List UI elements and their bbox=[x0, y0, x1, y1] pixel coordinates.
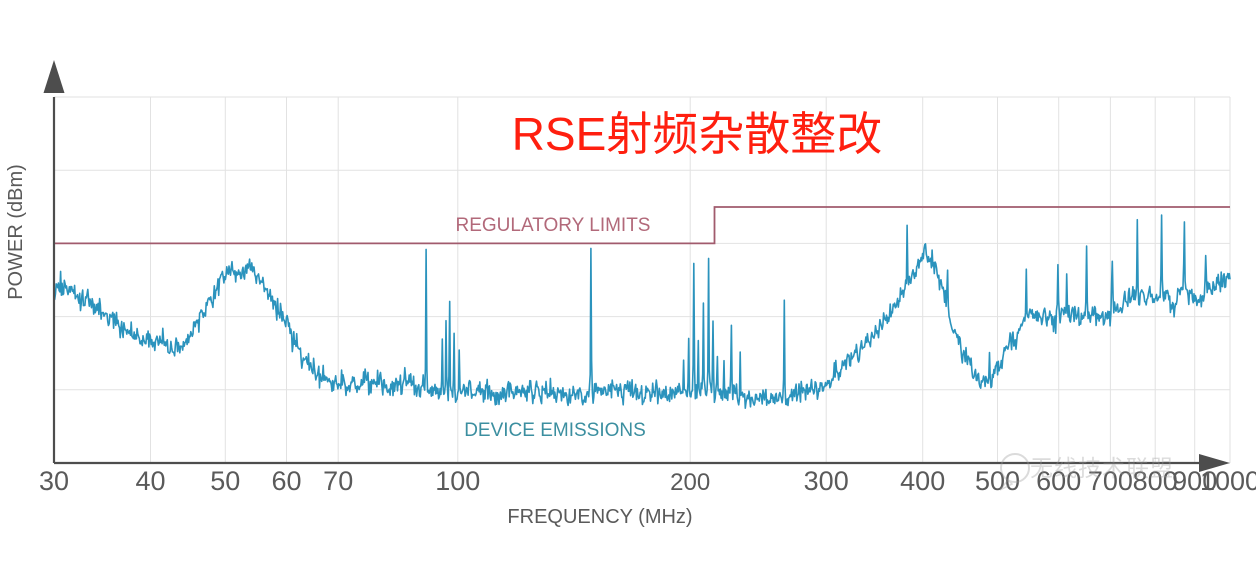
svg-text:400: 400 bbox=[900, 466, 945, 496]
svg-text:RSE射频杂散整改: RSE射频杂散整改 bbox=[512, 108, 883, 160]
svg-text:300: 300 bbox=[804, 466, 849, 496]
svg-text:200: 200 bbox=[670, 469, 710, 496]
svg-text:1000: 1000 bbox=[1200, 466, 1256, 496]
svg-text:REGULATORY LIMITS: REGULATORY LIMITS bbox=[456, 215, 651, 236]
svg-text:70: 70 bbox=[323, 466, 353, 496]
svg-text:50: 50 bbox=[210, 466, 240, 496]
svg-text:无线技术联盟: 无线技术联盟 bbox=[1030, 455, 1174, 481]
svg-text:40: 40 bbox=[135, 466, 165, 496]
svg-text:POWER (dBm): POWER (dBm) bbox=[5, 164, 27, 300]
svg-text:DEVICE EMISSIONS: DEVICE EMISSIONS bbox=[464, 420, 646, 441]
svg-text:30: 30 bbox=[39, 466, 69, 496]
svg-text:100: 100 bbox=[435, 466, 480, 496]
svg-text:60: 60 bbox=[271, 466, 301, 496]
svg-text:FREQUENCY (MHz): FREQUENCY (MHz) bbox=[507, 506, 692, 528]
